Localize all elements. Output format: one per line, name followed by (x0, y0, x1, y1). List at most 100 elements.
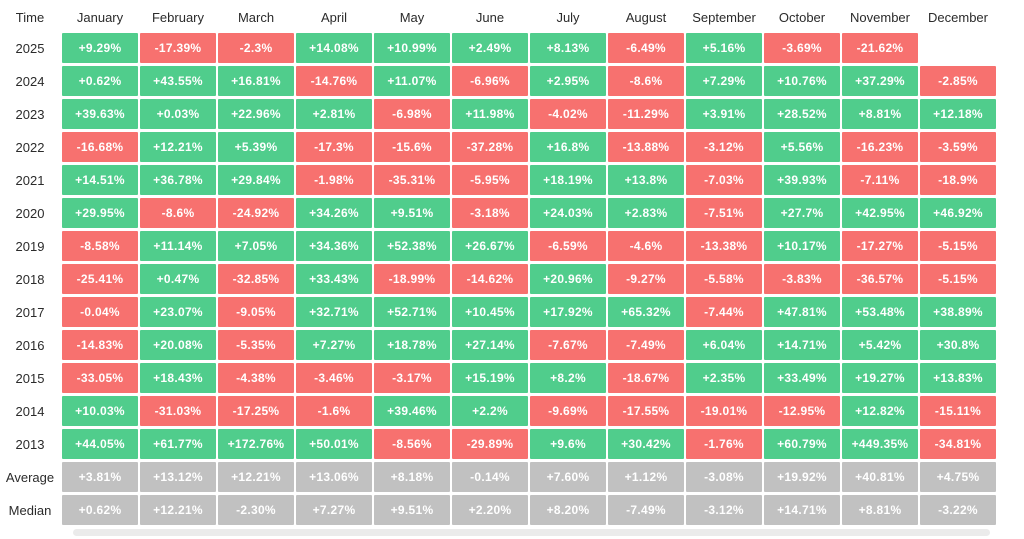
return-cell[interactable]: -3.69% (764, 33, 840, 63)
return-cell[interactable]: +14.71% (764, 330, 840, 360)
return-cell[interactable]: +43.55% (140, 66, 216, 96)
return-cell[interactable]: +65.32% (608, 297, 684, 327)
return-cell[interactable]: +30.8% (920, 330, 996, 360)
return-cell[interactable]: +14.08% (296, 33, 372, 63)
return-cell[interactable]: +2.81% (296, 99, 372, 129)
return-cell[interactable]: -4.38% (218, 363, 294, 393)
return-cell[interactable]: -7.03% (686, 165, 762, 195)
return-cell[interactable]: -9.27% (608, 264, 684, 294)
return-cell[interactable]: +6.04% (686, 330, 762, 360)
return-cell[interactable]: -16.68% (62, 132, 138, 162)
return-cell[interactable]: -17.3% (296, 132, 372, 162)
return-cell[interactable]: -6.59% (530, 231, 606, 261)
return-cell[interactable]: -24.92% (218, 198, 294, 228)
return-cell[interactable]: -6.49% (608, 33, 684, 63)
return-cell[interactable]: -11.29% (608, 99, 684, 129)
return-cell[interactable]: +27.7% (764, 198, 840, 228)
return-cell[interactable]: +9.51% (374, 198, 450, 228)
return-cell[interactable]: +14.71% (764, 495, 840, 525)
return-cell[interactable]: +8.81% (842, 495, 918, 525)
return-cell[interactable]: +7.27% (296, 330, 372, 360)
return-cell[interactable]: +12.21% (140, 132, 216, 162)
return-cell[interactable]: +10.03% (62, 396, 138, 426)
return-cell[interactable]: -3.08% (686, 462, 762, 492)
return-cell[interactable]: +26.67% (452, 231, 528, 261)
return-cell[interactable]: +46.92% (920, 198, 996, 228)
return-cell[interactable]: +13.83% (920, 363, 996, 393)
return-cell[interactable]: +12.21% (218, 462, 294, 492)
return-cell[interactable]: +18.19% (530, 165, 606, 195)
return-cell[interactable]: +20.08% (140, 330, 216, 360)
return-cell[interactable]: +34.36% (296, 231, 372, 261)
return-cell[interactable]: +61.77% (140, 429, 216, 459)
return-cell[interactable]: -16.23% (842, 132, 918, 162)
return-cell[interactable]: -3.12% (686, 132, 762, 162)
return-cell[interactable]: -21.62% (842, 33, 918, 63)
return-cell[interactable]: +22.96% (218, 99, 294, 129)
horizontal-scrollbar[interactable] (73, 529, 990, 536)
return-cell[interactable]: -8.6% (608, 66, 684, 96)
return-cell[interactable]: -3.22% (920, 495, 996, 525)
return-cell[interactable]: +39.46% (374, 396, 450, 426)
return-cell[interactable]: -6.96% (452, 66, 528, 96)
return-cell[interactable]: -3.18% (452, 198, 528, 228)
return-cell[interactable]: +5.16% (686, 33, 762, 63)
return-cell[interactable]: +34.26% (296, 198, 372, 228)
return-cell[interactable]: +11.98% (452, 99, 528, 129)
return-cell[interactable]: +15.19% (452, 363, 528, 393)
return-cell[interactable]: +24.03% (530, 198, 606, 228)
return-cell[interactable]: -5.95% (452, 165, 528, 195)
return-cell[interactable]: +10.45% (452, 297, 528, 327)
return-cell[interactable]: +19.92% (764, 462, 840, 492)
return-cell[interactable]: +5.56% (764, 132, 840, 162)
return-cell[interactable]: +10.17% (764, 231, 840, 261)
return-cell[interactable]: -12.95% (764, 396, 840, 426)
return-cell[interactable]: +3.81% (62, 462, 138, 492)
return-cell[interactable]: -29.89% (452, 429, 528, 459)
return-cell[interactable]: +12.21% (140, 495, 216, 525)
return-cell[interactable]: -5.58% (686, 264, 762, 294)
return-cell[interactable]: +38.89% (920, 297, 996, 327)
return-cell[interactable]: +8.81% (842, 99, 918, 129)
return-cell[interactable]: -7.49% (608, 330, 684, 360)
return-cell[interactable]: -3.59% (920, 132, 996, 162)
return-cell[interactable]: +11.14% (140, 231, 216, 261)
return-cell[interactable]: +10.76% (764, 66, 840, 96)
return-cell[interactable]: +7.29% (686, 66, 762, 96)
return-cell[interactable]: +449.35% (842, 429, 918, 459)
return-cell[interactable]: +16.81% (218, 66, 294, 96)
return-cell[interactable]: -0.04% (62, 297, 138, 327)
return-cell[interactable]: -1.76% (686, 429, 762, 459)
return-cell[interactable]: -8.58% (62, 231, 138, 261)
return-cell[interactable]: +33.43% (296, 264, 372, 294)
return-cell[interactable]: -14.76% (296, 66, 372, 96)
return-cell[interactable]: +50.01% (296, 429, 372, 459)
return-cell[interactable]: -9.05% (218, 297, 294, 327)
return-cell[interactable]: -25.41% (62, 264, 138, 294)
return-cell[interactable]: +9.51% (374, 495, 450, 525)
return-cell[interactable]: +36.78% (140, 165, 216, 195)
return-cell[interactable]: -4.02% (530, 99, 606, 129)
return-cell[interactable]: -5.15% (920, 264, 996, 294)
return-cell[interactable]: +7.60% (530, 462, 606, 492)
return-cell[interactable]: +9.6% (530, 429, 606, 459)
return-cell[interactable]: -2.30% (218, 495, 294, 525)
return-cell[interactable]: -3.83% (764, 264, 840, 294)
return-cell[interactable]: +2.95% (530, 66, 606, 96)
return-cell[interactable]: +42.95% (842, 198, 918, 228)
return-cell[interactable]: +12.82% (842, 396, 918, 426)
return-cell[interactable]: -35.31% (374, 165, 450, 195)
return-cell[interactable]: -33.05% (62, 363, 138, 393)
return-cell[interactable]: +2.49% (452, 33, 528, 63)
return-cell[interactable]: +2.35% (686, 363, 762, 393)
return-cell[interactable]: -3.12% (686, 495, 762, 525)
return-cell[interactable]: +52.38% (374, 231, 450, 261)
return-cell[interactable]: -17.39% (140, 33, 216, 63)
return-cell[interactable]: -7.67% (530, 330, 606, 360)
return-cell[interactable]: -7.44% (686, 297, 762, 327)
return-cell[interactable]: -1.6% (296, 396, 372, 426)
return-cell[interactable]: -17.25% (218, 396, 294, 426)
return-cell[interactable]: -36.57% (842, 264, 918, 294)
return-cell[interactable]: -0.14% (452, 462, 528, 492)
return-cell[interactable]: +16.8% (530, 132, 606, 162)
